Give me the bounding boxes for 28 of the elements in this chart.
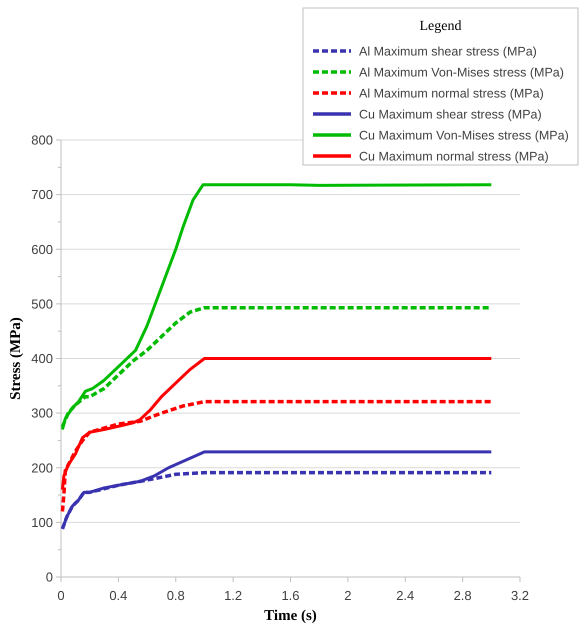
y-tick-label: 500 [31,296,53,312]
legend-title: Legend [420,19,462,34]
x-axis-title: Time (s) [264,608,317,624]
line-series [60,183,493,432]
legend-label: Cu Maximum shear stress (MPa) [359,107,542,122]
y-tick-label: 700 [31,187,53,202]
x-tick-label: 2 [344,588,352,603]
x-tick-label: 0.8 [166,588,185,603]
y-axis-title: Stress (MPa) [8,317,24,400]
y-tick-label: 800 [31,132,53,148]
legend-label: Al Maximum shear stress (MPa) [359,44,537,58]
legend-label: Al Maximum Von-Mises stress (MPa) [359,65,564,80]
legend-label: Al Maximum normal stress (MPa) [359,86,544,100]
y-tick-label: 400 [31,351,53,366]
y-tick-label: 600 [31,242,53,257]
x-tick-label: 2.8 [454,588,472,603]
x-tick-label: 1.6 [281,588,300,603]
x-tick-label: 1.2 [224,588,242,603]
x-tick-label: 0.4 [109,588,128,603]
x-tick-label: 2.4 [396,588,414,603]
legend-label: Cu Maximum Von-Mises stress (MPa) [359,128,569,142]
x-tick-label: 0 [57,588,65,603]
legend-label: Cu Maximum normal stress (MPa) [359,149,549,164]
y-tick-label: 300 [31,406,53,421]
x-tick-label: 3.2 [510,588,530,603]
y-tick-label: 200 [31,460,53,476]
y-tick-label: 0 [46,570,53,585]
y-tick-label: 100 [31,514,53,530]
